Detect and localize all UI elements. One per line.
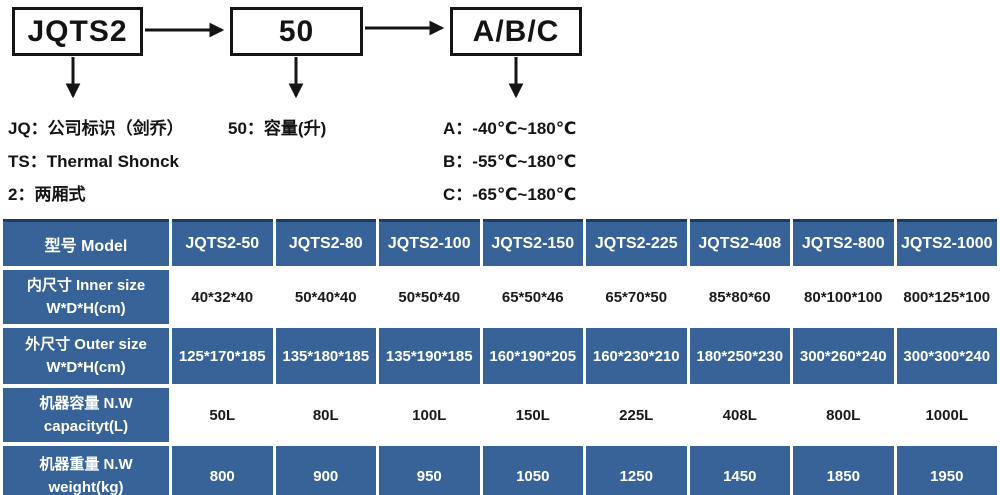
table-row: 机器容量 N.W capacityt(L) 50L 80L 100L 150L 225L 40… — [3, 388, 997, 442]
model-column-header: JQTS2-800 — [793, 219, 894, 266]
table-value-cell: 50L — [172, 388, 273, 442]
table-value-cell: 950 — [379, 446, 480, 495]
model-column-header: JQTS2-408 — [689, 219, 790, 266]
model-naming-diagram: JQTS2 50 A/B/C JQ：公司标识（剑乔） TS：Thermal Sh… — [0, 0, 1000, 215]
note-company-code: JQ：公司标识（剑乔） — [8, 119, 184, 138]
model-prefix-box: JQTS2 — [12, 7, 143, 56]
table-value-cell: 85*80*60 — [689, 270, 790, 324]
note-temp-range-b: B：-55℃~180℃ — [443, 152, 577, 171]
row-label-cell: 机器容量 N.W capacityt(L) — [3, 388, 169, 442]
table-value-cell: 900 — [275, 446, 376, 495]
model-column-header: JQTS2-150 — [482, 219, 583, 266]
table-value-cell: 1050 — [482, 446, 583, 495]
table-value-cell: 150L — [482, 388, 583, 442]
table-value-cell: 1250 — [586, 446, 687, 495]
row-label-line: weight(kg) — [48, 479, 124, 495]
table-value-cell: 1000L — [896, 388, 997, 442]
spec-table: 型号 Model JQTS2-50 JQTS2-80 JQTS2-100 JQTS2-1… — [0, 215, 1000, 495]
table-row: 机器重量 N.W weight(kg) 800 900 950 1050 1250 1450 1… — [3, 446, 997, 495]
row-label-line: 内尺寸 Inner size — [26, 276, 146, 294]
model-header-label-cell: 型号 Model — [3, 219, 169, 266]
row-label-line: W*D*H(cm) — [46, 359, 126, 376]
table-row: 外尺寸 Outer size W*D*H(cm) 125*170*185 135*18… — [3, 328, 997, 384]
model-column-header: JQTS2-225 — [586, 219, 687, 266]
table-value-cell: 160*230*210 — [586, 328, 687, 384]
table-value-cell: 800 — [172, 446, 273, 495]
row-label-line: W*D*H(cm) — [46, 300, 126, 317]
model-column-header: JQTS2-100 — [379, 219, 480, 266]
temperature-class-box: A/B/C — [450, 7, 582, 56]
table-value-cell: 50*50*40 — [379, 270, 480, 324]
row-label-line: capacityt(L) — [43, 418, 129, 435]
table-value-cell: 80*100*100 — [793, 270, 894, 324]
capacity-box: 50 — [230, 7, 363, 56]
note-temp-range-a: A：-40℃~180℃ — [443, 119, 577, 138]
table-value-cell: 408L — [689, 388, 790, 442]
table-value-cell: 50*40*40 — [275, 270, 376, 324]
table-value-cell: 100L — [379, 388, 480, 442]
row-label-line: 外尺寸 Outer size — [25, 335, 147, 353]
flow-arrows-graphic — [65, 20, 524, 99]
table-row: 内尺寸 Inner size W*D*H(cm) 40*32*40 50*40*40 5… — [3, 270, 997, 324]
table-value-cell: 300*300*240 — [896, 328, 997, 384]
table-value-cell: 125*170*185 — [172, 328, 273, 384]
row-label-line: 机器重量 N.W — [39, 455, 133, 473]
table-value-cell: 40*32*40 — [172, 270, 273, 324]
table-value-cell: 65*50*46 — [482, 270, 583, 324]
row-label-cell: 内尺寸 Inner size W*D*H(cm) — [3, 270, 169, 324]
table-value-cell: 80L — [275, 388, 376, 442]
table-value-cell: 1850 — [793, 446, 894, 495]
table-value-cell: 65*70*50 — [586, 270, 687, 324]
table-value-cell: 800*125*100 — [896, 270, 997, 324]
spec-table-body: 型号 Model JQTS2-50 JQTS2-80 JQTS2-100 JQTS2-1… — [3, 219, 997, 495]
note-thermal-shock: TS：Thermal Shonck — [8, 152, 179, 171]
table-value-cell: 800L — [793, 388, 894, 442]
model-column-header: JQTS2-80 — [275, 219, 376, 266]
table-header-row: 型号 Model JQTS2-50 JQTS2-80 JQTS2-100 JQTS2-1… — [3, 219, 997, 266]
row-label-cell: 机器重量 N.W weight(kg) — [3, 446, 169, 495]
model-column-header: JQTS2-1000 — [896, 219, 997, 266]
table-value-cell: 300*260*240 — [793, 328, 894, 384]
table-value-cell: 1950 — [896, 446, 997, 495]
table-value-cell: 1450 — [689, 446, 790, 495]
table-value-cell: 135*180*185 — [275, 328, 376, 384]
row-label-cell: 外尺寸 Outer size W*D*H(cm) — [3, 328, 169, 384]
table-value-cell: 180*250*230 — [689, 328, 790, 384]
row-label-line: 机器容量 N.W — [39, 394, 133, 412]
table-value-cell: 135*190*185 — [379, 328, 480, 384]
model-column-header: JQTS2-50 — [172, 219, 273, 266]
note-temp-range-c: C：-65℃~180℃ — [443, 185, 577, 204]
table-value-cell: 160*190*205 — [482, 328, 583, 384]
table-value-cell: 225L — [586, 388, 687, 442]
note-capacity: 50：容量(升) — [228, 119, 327, 138]
note-two-zone: 2：两厢式 — [8, 185, 86, 204]
